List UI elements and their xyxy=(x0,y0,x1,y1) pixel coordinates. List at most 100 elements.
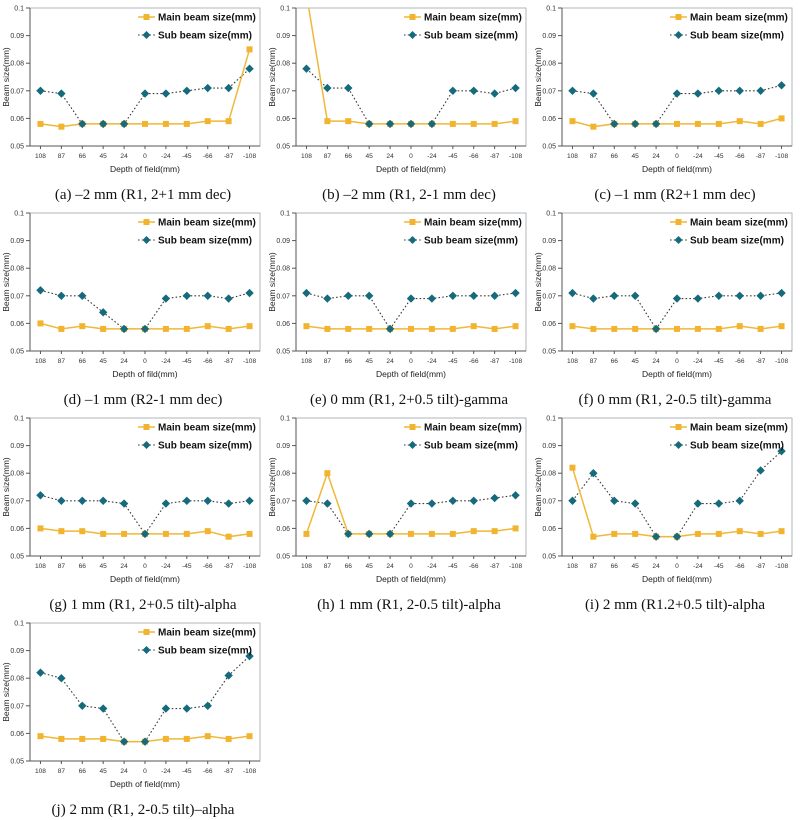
chart-canvas-j: 0.05 0.06 0.07 0.08 0.09 0.1 108 87 66 45 24 0 -24 -4… xyxy=(1,621,261,789)
y-tick-label: 0.05 xyxy=(10,349,24,356)
x-axis-label: Depth of field(mm) xyxy=(642,574,712,584)
y-tick-label: 0.06 xyxy=(10,321,24,328)
chart-caption-c: (c) –1 mm (R2+1 mm dec) xyxy=(594,187,756,203)
x-axis-label: Depth of fild(mm) xyxy=(112,369,177,379)
x-tick-label: 108 xyxy=(301,153,312,160)
y-tick-label: 0.06 xyxy=(10,731,24,738)
sub-beam-marker xyxy=(568,496,577,505)
y-tick-label: 0.06 xyxy=(10,116,24,123)
sub-beam-marker xyxy=(756,86,765,95)
sub-beam-marker xyxy=(182,86,192,95)
sub-beam-marker xyxy=(245,651,254,661)
chart-canvas-a: 0.05 0.06 0.07 0.08 0.09 0.1 108 87 66 45 24 0 -24 -4… xyxy=(1,6,261,174)
x-tick-label: -45 xyxy=(714,563,724,570)
legend-label-main: Main beam size(mm) xyxy=(424,218,522,229)
sub-beam-marker xyxy=(610,291,619,300)
x-tick-label: 0 xyxy=(675,153,679,160)
sub-beam-marker xyxy=(323,294,332,303)
sub-beam-marker xyxy=(344,83,353,93)
y-tick-label: 0.07 xyxy=(542,293,556,300)
x-tick-label: 0 xyxy=(409,153,413,160)
x-tick-label: -108 xyxy=(243,358,257,365)
chart-e: 0.05 0.06 0.07 0.08 0.09 0.1 108 87 66 45 24 0 -24 -4… xyxy=(266,205,532,410)
sub-beam-marker xyxy=(651,324,661,334)
main-beam-marker xyxy=(183,530,190,537)
sub-beam-marker xyxy=(302,288,311,298)
main-beam-marker xyxy=(324,118,331,125)
x-tick-label: -45 xyxy=(448,358,458,365)
chart-canvas-f: 0.05 0.06 0.07 0.08 0.09 0.1 108 87 66 45 24 0 -24 -4… xyxy=(533,211,793,379)
sub-beam-marker xyxy=(302,64,311,73)
main-beam-marker xyxy=(428,530,435,537)
sub-beam-marker xyxy=(36,668,45,677)
sub-beam-marker xyxy=(693,89,703,98)
x-tick-label: -24 xyxy=(161,358,171,365)
x-tick-label: 66 xyxy=(611,153,619,160)
x-axis-label: Depth of field(mm) xyxy=(376,574,446,584)
y-tick-label: 0.07 xyxy=(542,498,556,505)
x-tick-label: -66 xyxy=(203,153,213,160)
x-tick-label: 24 xyxy=(386,153,394,160)
x-tick-label: 45 xyxy=(366,153,374,160)
main-beam-marker xyxy=(37,525,44,532)
y-tick-label: 0.08 xyxy=(10,61,24,68)
sub-beam-marker xyxy=(406,499,416,508)
legend: Main beam size(mm) Sub beam size(mm) xyxy=(404,423,522,452)
y-axis-label: Beam size(mm) xyxy=(1,47,11,107)
chart-caption-i: (i) 2 mm (R1.2+0.5 tilt)-alpha xyxy=(584,597,766,613)
main-beam-marker xyxy=(736,528,743,535)
x-axis-label: Depth of field(mm) xyxy=(642,369,712,379)
legend: Main beam size(mm) Sub beam size(mm) xyxy=(670,13,788,42)
x-tick-label: 0 xyxy=(143,563,147,570)
x-tick-label: 66 xyxy=(611,358,619,365)
chart-caption-g: (g) 1 mm (R1, 2+0.5 tilt)-alpha xyxy=(49,597,237,613)
sub-beam-marker xyxy=(610,496,619,505)
main-beam-marker xyxy=(121,530,128,537)
main-beam-marker xyxy=(715,325,722,332)
main-beam-marker xyxy=(366,325,373,332)
y-tick-label: 0.05 xyxy=(276,554,290,561)
x-tick-label: 45 xyxy=(366,358,374,365)
y-tick-label: 0.05 xyxy=(276,144,290,151)
sub-beam-marker xyxy=(756,466,765,475)
y-tick-label: 0.08 xyxy=(276,61,290,68)
main-beam-marker xyxy=(512,118,519,125)
x-tick-label: -108 xyxy=(243,563,257,570)
y-tick-label: 0.08 xyxy=(542,266,556,273)
main-beam-marker xyxy=(715,120,722,127)
x-tick-label: -45 xyxy=(182,563,192,570)
y-tick-label: 0.1 xyxy=(280,211,290,218)
y-tick-label: 0.09 xyxy=(542,238,556,245)
x-tick-label: -87 xyxy=(224,563,234,570)
sub-beam-marker xyxy=(119,499,129,508)
y-tick-label: 0.1 xyxy=(280,416,290,423)
sub-beam-marker xyxy=(406,294,416,303)
sub-beam-marker xyxy=(589,89,598,98)
y-axis-label: Beam size(mm) xyxy=(533,457,543,517)
sub-beam-marker xyxy=(57,674,66,683)
legend-label-main: Main beam size(mm) xyxy=(424,13,522,24)
x-tick-label: 24 xyxy=(652,358,660,365)
y-tick-label: 0.08 xyxy=(10,676,24,683)
y-tick-label: 0.1 xyxy=(546,211,556,218)
chart-b: 0.05 0.06 0.07 0.08 0.09 0.1 108 87 66 45 24 0 -24 -4… xyxy=(266,0,532,205)
x-tick-label: 66 xyxy=(79,768,87,775)
y-tick-label: 0.05 xyxy=(10,554,24,561)
y-tick-label: 0.08 xyxy=(542,61,556,68)
sub-beam-marker xyxy=(427,294,437,303)
x-tick-label: -108 xyxy=(243,153,257,160)
legend-label-main: Main beam size(mm) xyxy=(158,628,256,639)
y-tick-label: 0.1 xyxy=(14,211,24,218)
main-beam-marker xyxy=(100,735,107,742)
sub-beam-marker xyxy=(490,493,499,503)
sub-beam-marker xyxy=(568,86,577,95)
y-axis-label: Beam size(mm) xyxy=(267,457,277,517)
x-axis-label: Depth of field(mm) xyxy=(110,779,180,789)
y-tick-label: 0.05 xyxy=(10,144,24,151)
sub-beam-marker xyxy=(78,119,87,129)
x-tick-label: -24 xyxy=(427,358,437,365)
y-tick-label: 0.09 xyxy=(276,238,290,245)
main-beam-marker xyxy=(183,735,190,742)
x-tick-label: 108 xyxy=(35,768,46,775)
y-tick-label: 0.05 xyxy=(542,144,556,151)
